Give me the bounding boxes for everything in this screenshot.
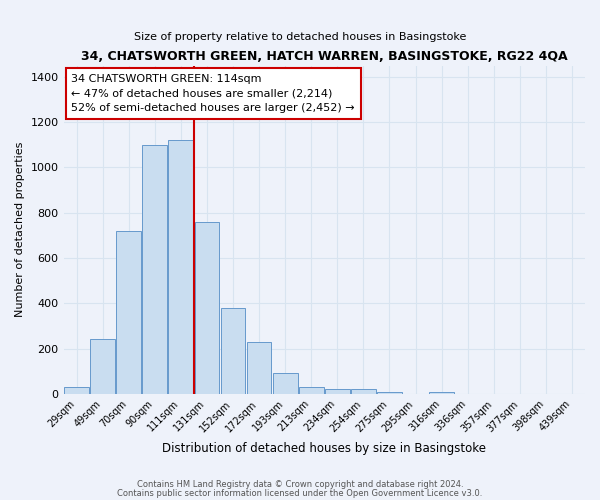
Bar (377, 392, 402, 394)
Bar (169, 140, 193, 394)
Bar (351, 390, 376, 394)
Text: Contains HM Land Registry data © Crown copyright and database right 2024.: Contains HM Land Registry data © Crown c… (137, 480, 463, 489)
Bar (64, 387, 89, 394)
Bar (429, 392, 454, 394)
Bar (247, 342, 271, 394)
Text: 34 CHATSWORTH GREEN: 114sqm
← 47% of detached houses are smaller (2,214)
52% of : 34 CHATSWORTH GREEN: 114sqm ← 47% of det… (71, 74, 355, 114)
Title: 34, CHATSWORTH GREEN, HATCH WARREN, BASINGSTOKE, RG22 4QA: 34, CHATSWORTH GREEN, HATCH WARREN, BASI… (81, 50, 568, 63)
Text: Size of property relative to detached houses in Basingstoke: Size of property relative to detached ho… (134, 32, 466, 42)
Bar (299, 387, 323, 394)
Bar (221, 308, 245, 394)
Y-axis label: Number of detached properties: Number of detached properties (15, 142, 25, 318)
Bar (116, 231, 141, 394)
Bar (325, 389, 350, 394)
Bar (194, 222, 220, 394)
Text: Contains public sector information licensed under the Open Government Licence v3: Contains public sector information licen… (118, 488, 482, 498)
Bar (142, 145, 167, 394)
X-axis label: Distribution of detached houses by size in Basingstoke: Distribution of detached houses by size … (162, 442, 486, 455)
Bar (273, 374, 298, 394)
Bar (90, 340, 115, 394)
